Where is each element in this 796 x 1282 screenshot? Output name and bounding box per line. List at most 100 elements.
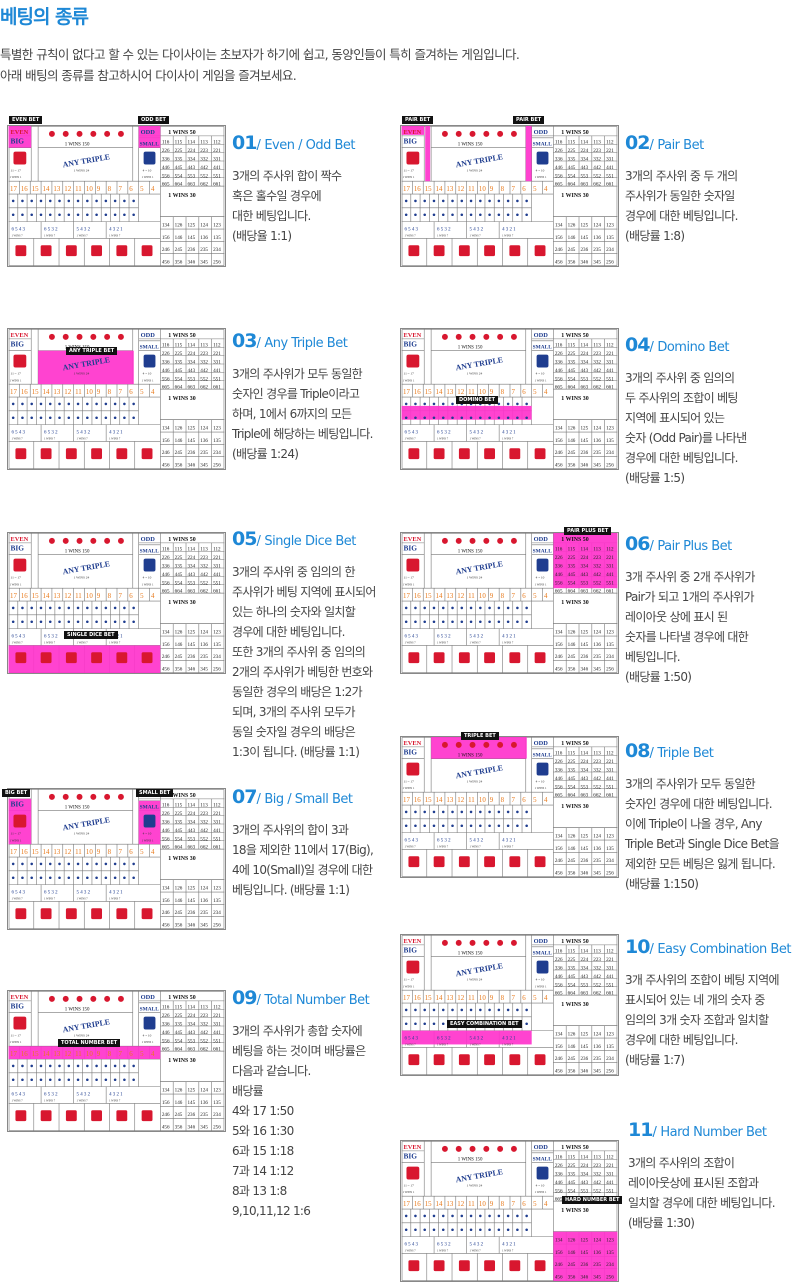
dice-triple-icon bbox=[62, 537, 69, 544]
triple-number: 664 bbox=[175, 845, 183, 851]
bet-text-line: 1:3이 됩니다. (배당률 1:1) bbox=[232, 745, 360, 759]
total-number: 5 bbox=[140, 389, 144, 396]
triple-number: 332 bbox=[593, 1172, 601, 1178]
combo-number: 234 bbox=[213, 910, 221, 916]
triple-number: 335 bbox=[175, 157, 183, 163]
combo-number: 346 bbox=[580, 1275, 588, 1281]
bet-area-tag: SMALL BET bbox=[136, 789, 174, 797]
triple-number: 226 bbox=[162, 555, 170, 561]
triple-number: 336 bbox=[162, 360, 170, 366]
small-payout-label: 1 WINS 1 bbox=[535, 786, 547, 790]
any-triple-label: ANY TRIPLE bbox=[62, 559, 111, 576]
triple-number: 661 bbox=[213, 845, 221, 851]
domino-pip-icon bbox=[58, 213, 61, 217]
combo-number: 145 bbox=[580, 235, 588, 241]
separator: / bbox=[649, 138, 654, 153]
combo-number: 236 bbox=[187, 450, 195, 456]
single-dice-icon bbox=[91, 652, 103, 664]
combo-number: 123 bbox=[213, 426, 221, 432]
combo-number: 134 bbox=[555, 426, 563, 432]
combo-number: 135 bbox=[606, 438, 614, 444]
total-number: 13 bbox=[53, 389, 60, 396]
domino-pip-icon bbox=[30, 620, 33, 624]
combo-number: 256 bbox=[606, 1069, 614, 1075]
bet-text-line: (배당률 1:8) bbox=[625, 229, 685, 243]
bet-text-line: 3개 주사위 중 2개 주사위가 bbox=[625, 570, 755, 584]
triple-number: 113 bbox=[593, 343, 601, 349]
combo-number: 123 bbox=[213, 1088, 221, 1094]
bet-description-09: 09/Total Number Bet 3개의 주사위가 총합 숫자에 베팅을 하는… bbox=[232, 987, 402, 1221]
domino-pip-icon bbox=[479, 1214, 482, 1218]
bet-body: 3개의 주사위 합이 짝수 혹은 홀수일 경우에 대한 베팅입니다. (배당율 1:1… bbox=[232, 166, 402, 246]
triple-number: 552 bbox=[200, 1038, 208, 1044]
total-number: 10 bbox=[479, 593, 486, 600]
any-triple-label: ANY TRIPLE bbox=[455, 559, 504, 576]
combo-number: 126 bbox=[175, 886, 183, 892]
triple-number: 331 bbox=[213, 157, 221, 163]
triple-number: 661 bbox=[213, 182, 221, 188]
triple-number: 662 bbox=[593, 182, 601, 188]
triple-number: 112 bbox=[606, 1155, 614, 1161]
combo-number: 245 bbox=[175, 1112, 183, 1118]
bet-name: Pair Plus Bet bbox=[657, 539, 732, 554]
combo-number: 145 bbox=[187, 898, 195, 904]
group-payout: 1 WINS 7 bbox=[44, 1099, 56, 1102]
bet-body: 3개의 주사위가 모두 동일한 숫자인 경우에 대한 베팅입니다. 이에 Tripl… bbox=[625, 774, 795, 894]
total-number: 5 bbox=[533, 797, 537, 804]
single-dice-icon bbox=[484, 1054, 496, 1066]
dice-triple-icon bbox=[441, 333, 448, 340]
even-label: EVEN bbox=[404, 938, 422, 945]
total-number: 6 bbox=[129, 593, 133, 600]
dice-triple-icon bbox=[104, 793, 111, 800]
domino-pip-icon bbox=[497, 402, 501, 406]
big-symbol-icon bbox=[406, 151, 420, 165]
single-dice-icon bbox=[408, 245, 420, 257]
triple-number: 662 bbox=[200, 385, 208, 391]
total-number: 16 bbox=[21, 389, 28, 396]
combo-number: 345 bbox=[593, 1069, 601, 1075]
triple-number: 224 bbox=[580, 957, 588, 963]
group-payout: 1 WINS 7 bbox=[405, 234, 417, 237]
triple-number: 554 bbox=[568, 376, 576, 382]
bet-text-line: 3개의 주사위가 모두 동일한 bbox=[232, 367, 363, 381]
combo-number: 235 bbox=[200, 247, 208, 253]
combo-number: 234 bbox=[606, 1262, 614, 1268]
bet-heading: 09/Total Number Bet bbox=[232, 987, 402, 1009]
triple-number: 223 bbox=[593, 759, 601, 765]
triple-number: 661 bbox=[213, 589, 221, 595]
domino-pip-icon bbox=[423, 213, 426, 217]
dice-triple-icon bbox=[469, 130, 476, 137]
total-number: 7 bbox=[511, 593, 515, 600]
small-label: SMALL bbox=[140, 805, 160, 811]
combo-number: 256 bbox=[606, 871, 614, 877]
highlight-area bbox=[401, 405, 532, 420]
highlight-area bbox=[8, 126, 32, 148]
bet-text-line: 숫자인 경우를 Triple이라고 bbox=[232, 387, 360, 401]
combo-number: 234 bbox=[606, 858, 614, 864]
bet-text-line: (배당률 1:150) bbox=[625, 877, 699, 891]
triple-number: 223 bbox=[200, 1013, 208, 1019]
triple-number: 336 bbox=[555, 1172, 563, 1178]
combo-number: 234 bbox=[606, 1056, 614, 1062]
triple-number: 551 bbox=[606, 173, 614, 179]
group-label: 5 4 3 2 bbox=[77, 891, 91, 896]
bet-text-line: Triple Bet과 Single Dice Bet을 bbox=[625, 837, 780, 851]
triple-number: 334 bbox=[187, 157, 195, 163]
combo-number: 134 bbox=[555, 630, 563, 636]
triple-number: 442 bbox=[593, 974, 601, 980]
combo-number: 236 bbox=[187, 247, 195, 253]
combo-number: 356 bbox=[175, 667, 183, 673]
triple-number: 556 bbox=[162, 376, 170, 382]
triple-number: 336 bbox=[162, 1022, 170, 1028]
group-payout: 1 WINS 7 bbox=[437, 1043, 449, 1046]
combo-number: 256 bbox=[606, 463, 614, 469]
combo-number: 234 bbox=[213, 654, 221, 660]
wins-150-label: 1 WINS 150 bbox=[458, 346, 483, 351]
combo-number: 235 bbox=[593, 247, 601, 253]
domino-pip-icon bbox=[460, 199, 464, 203]
combo-number: 123 bbox=[606, 1032, 614, 1038]
